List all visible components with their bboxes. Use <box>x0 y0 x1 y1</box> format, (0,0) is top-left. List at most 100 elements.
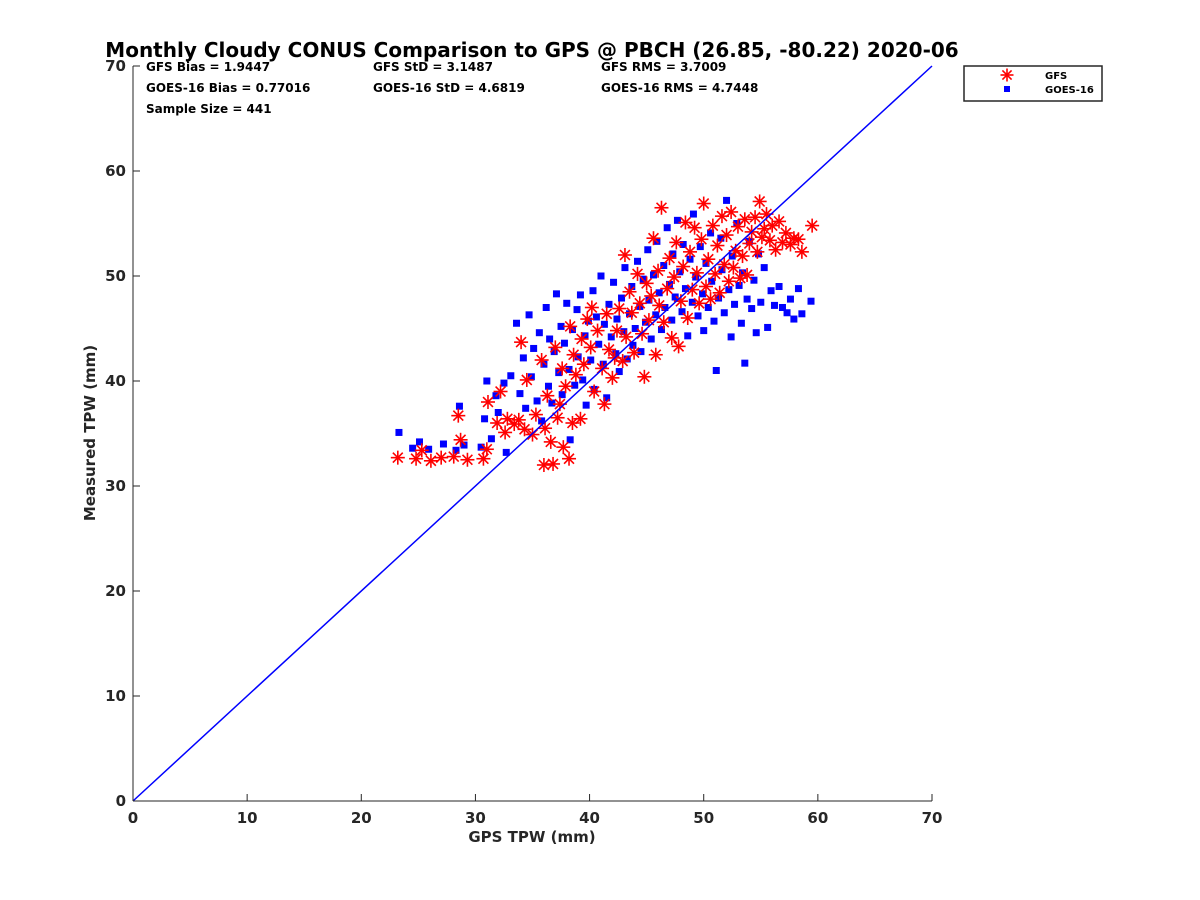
goes16-point <box>607 333 615 341</box>
goes16-point <box>395 428 403 436</box>
goes16-point <box>786 295 794 303</box>
gfs-point <box>519 372 534 387</box>
gfs-point <box>656 315 671 330</box>
gfs-point <box>694 232 709 247</box>
goes16-point <box>415 438 423 446</box>
gfs-bias-text: GFS Bias = 1.9447 <box>146 60 270 74</box>
gfs-point <box>719 228 734 243</box>
goes16-point <box>626 310 634 318</box>
goes16-point <box>707 229 715 237</box>
goes16-point <box>516 390 524 398</box>
gfs-point <box>701 252 716 267</box>
gfs-point <box>498 425 513 440</box>
gfs-point <box>708 266 723 281</box>
gfs-point <box>637 369 652 384</box>
gfs-point <box>735 249 750 264</box>
goes16-point <box>760 264 768 272</box>
goes16-point <box>620 328 628 336</box>
gfs-point <box>671 339 686 354</box>
gfs-point <box>555 361 570 376</box>
gfs-point <box>703 292 718 307</box>
goes16-point <box>483 377 491 385</box>
gfs-point <box>652 298 667 313</box>
legend-gfs-asterisk <box>1000 68 1014 82</box>
stats-annotations: GFS Bias = 1.9447 GFS StD = 3.1487 GFS R… <box>146 60 758 116</box>
legend-goes-label: GOES-16 <box>1045 85 1094 96</box>
goes16-point <box>645 296 653 304</box>
gfs-point <box>646 231 661 246</box>
goes-rms-text: GOES-16 RMS = 4.7448 <box>601 81 758 95</box>
goes16-point <box>519 354 527 362</box>
gfs-point <box>765 218 780 233</box>
gfs-point <box>414 443 429 458</box>
goes16-point <box>597 272 605 280</box>
goes16-point <box>592 313 600 321</box>
y-tick-label: 30 <box>105 477 126 495</box>
goes16-point <box>530 344 538 352</box>
data-layer <box>132 65 933 802</box>
gfs-point <box>632 296 647 311</box>
gfs-point <box>538 421 553 436</box>
legend: GFS GOES-16 <box>963 65 1103 102</box>
gfs-point <box>453 432 468 447</box>
goes16-point <box>548 399 556 407</box>
gfs-point <box>750 244 765 259</box>
goes16-point <box>727 333 735 341</box>
goes16-point <box>686 255 694 263</box>
goes16-point <box>752 329 760 337</box>
goes16-point <box>679 241 687 248</box>
gfs-point <box>748 210 763 225</box>
goes16-point <box>657 326 665 334</box>
goes16-point <box>708 277 716 285</box>
goes16-point <box>544 382 552 390</box>
goes16-point <box>699 290 707 298</box>
goes16-point <box>582 401 590 409</box>
gfs-point <box>740 267 755 282</box>
gfs-point <box>654 200 669 215</box>
goes16-point <box>665 280 673 288</box>
axis-ticks: 0 10 20 30 40 50 60 70 0 10 20 30 40 50 60 70 <box>105 57 942 827</box>
legend-gfs-label: GFS <box>1045 71 1067 82</box>
goes16-point <box>688 298 696 306</box>
gfs-point <box>622 284 637 299</box>
goes16-point <box>439 440 447 448</box>
gfs-point <box>490 416 505 430</box>
goes16-point <box>612 350 620 358</box>
gfs-point <box>584 300 599 315</box>
gfs-point <box>752 194 767 209</box>
legend-box <box>963 65 1103 102</box>
gfs-point <box>762 233 777 248</box>
gfs-point <box>651 263 666 278</box>
y-tick-label: 50 <box>105 267 126 285</box>
goes16-point <box>715 294 723 302</box>
goes16-point <box>610 278 618 286</box>
goes16-point <box>783 309 791 317</box>
x-tick-label: 60 <box>807 809 828 827</box>
gfs-point <box>460 452 475 467</box>
gfs-point <box>737 212 752 227</box>
goes16-point <box>533 397 541 405</box>
goes16-point <box>735 281 743 289</box>
gfs-point <box>641 313 656 328</box>
goes16-point <box>425 445 433 453</box>
y-tick-label: 60 <box>105 162 126 180</box>
goes16-point <box>790 315 798 323</box>
goes16-point <box>409 444 417 452</box>
y-tick-label: 20 <box>105 582 126 600</box>
goes16-point <box>764 323 772 331</box>
gfs-std-text: GFS StD = 3.1487 <box>373 60 493 74</box>
goes16-point <box>629 341 637 349</box>
goes16-point <box>723 196 731 204</box>
goes16-point <box>540 360 548 368</box>
goes16-point <box>477 443 485 451</box>
goes16-point <box>770 301 778 309</box>
goes16-point <box>684 332 692 340</box>
goes16-point <box>720 309 728 317</box>
gfs-point <box>692 296 707 311</box>
goes16-point <box>623 355 631 363</box>
goes16-point <box>565 365 573 373</box>
gfs-point <box>563 319 578 334</box>
gfs-point <box>423 453 438 468</box>
gfs-point <box>630 266 645 281</box>
goes16-point <box>603 394 611 402</box>
